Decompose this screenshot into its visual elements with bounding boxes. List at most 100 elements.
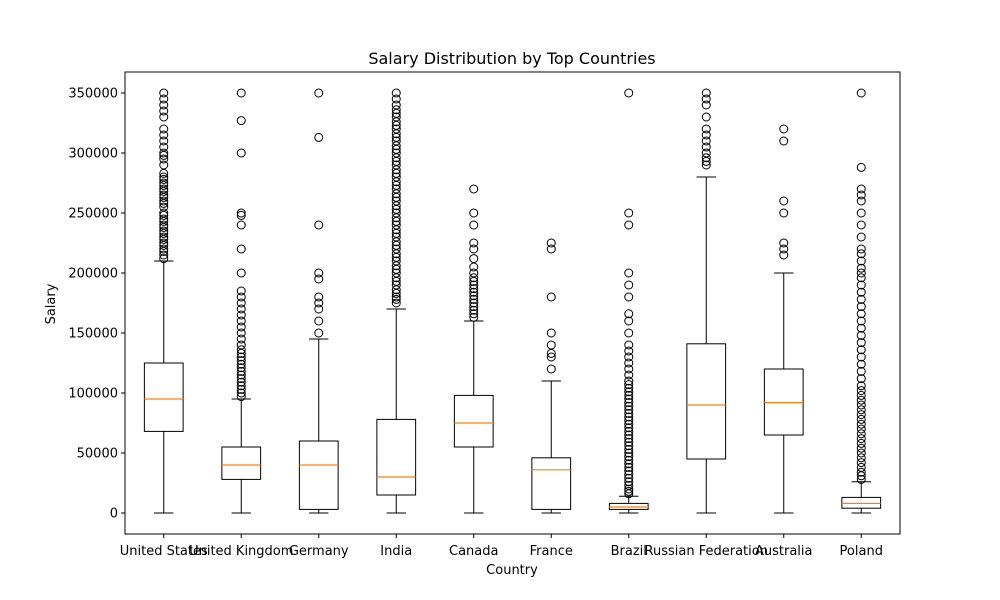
outlier-point [159,112,169,122]
outlier-point [624,220,634,230]
outlier-point [236,208,246,218]
outlier-point [236,392,246,402]
y-tick-label: 100000 [68,387,118,402]
outlier-point [624,466,634,476]
outlier-point [701,88,711,98]
outlier-point [856,453,866,463]
outlier-point [856,467,866,477]
outlier-point [159,226,169,236]
outlier-point [779,124,789,134]
outlier-point [159,142,169,152]
outlier-point [701,112,711,122]
outlier-point [624,370,634,380]
outlier-point [624,448,634,458]
outlier-point [236,148,246,158]
outlier-point [159,148,169,158]
x-tick-label: Russian Federation [645,544,768,559]
x-tick-label: Australia [755,544,813,559]
outlier-point [856,366,866,376]
outlier-point [159,220,169,230]
outlier-point [856,474,866,484]
outlier-point [391,196,401,206]
outlier-point [624,387,634,397]
outlier-point [159,136,169,146]
outlier-point [624,398,634,408]
outlier-point [856,316,866,326]
outlier-point [624,416,634,426]
outlier-point [236,381,246,391]
box [453,394,494,448]
outlier-point [469,305,479,315]
outlier-point [469,291,479,301]
outlier-point [624,316,634,326]
outlier-point [856,414,866,424]
outlier-point [469,254,479,264]
outlier-point [856,196,866,206]
outlier-point [701,100,711,110]
box [376,418,417,496]
x-tick-label: United Kingdom [189,544,293,559]
outlier-point [624,268,634,278]
outlier-point [391,268,401,278]
outlier-point [469,287,479,297]
outlier-point [469,268,479,278]
outlier-point [159,254,169,264]
outlier-point [469,184,479,194]
outlier-point [236,374,246,384]
outlier-point [856,184,866,194]
outlier-point [624,426,634,436]
outlier-point [159,190,169,200]
outlier-point [469,294,479,304]
outlier-point [779,136,789,146]
outlier-point [856,232,866,242]
y-tick-label: 200000 [68,267,118,282]
outlier-point [624,452,634,462]
outlier-point [469,302,479,312]
outlier-point [624,486,634,496]
outlier-point [779,250,789,260]
outlier-point [314,298,324,308]
outlier-point [469,244,479,254]
box [531,457,572,510]
outlier-point [856,249,866,259]
outlier-point [856,419,866,429]
outlier-point [856,395,866,405]
outlier-point [701,148,711,158]
outlier-point [469,309,479,319]
outlier-point [236,352,246,362]
outlier-point [159,208,169,218]
outlier-point [159,174,169,184]
outlier-point [236,292,246,302]
x-tick-label: Canada [449,544,498,559]
outlier-point [624,364,634,374]
outlier-point [624,473,634,483]
outlier-point [159,244,169,254]
outlier-point [159,160,169,170]
outlier-point [624,292,634,302]
outlier-point [856,244,866,254]
outlier-point [469,280,479,290]
y-tick-label: 350000 [68,87,118,102]
outlier-point [856,208,866,218]
outlier-point [391,280,401,290]
outlier-point [159,154,169,164]
outlier-point [624,208,634,218]
outlier-point [159,238,169,248]
outlier-point [236,286,246,296]
outlier-point [391,244,401,254]
outlier-point [856,323,866,333]
outlier-point [856,424,866,434]
outlier-point [159,124,169,134]
outlier-point [856,263,866,273]
outlier-point [391,232,401,242]
outlier-point [236,356,246,366]
outlier-point [624,441,634,451]
x-tick-label: Poland [840,544,883,559]
outlier-point [391,100,401,110]
outlier-point [701,124,711,134]
outlier-point [391,184,401,194]
y-tick-label: 150000 [68,327,118,342]
outlier-point [236,268,246,278]
outlier-point [236,220,246,230]
